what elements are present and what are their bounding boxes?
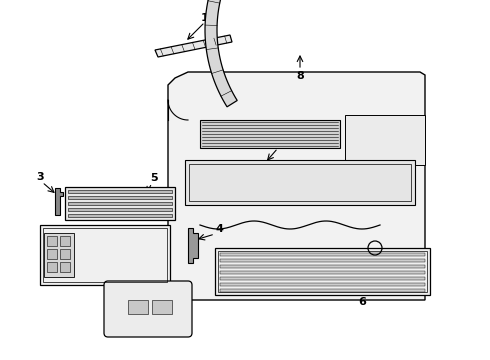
- Bar: [185, 160, 415, 205]
- Bar: [68, 196, 172, 199]
- Bar: [60, 262, 70, 272]
- Text: 2: 2: [276, 138, 284, 148]
- Bar: [43, 228, 167, 282]
- Text: 7: 7: [72, 271, 80, 281]
- Bar: [220, 271, 425, 274]
- Bar: [47, 262, 57, 272]
- FancyBboxPatch shape: [104, 281, 192, 337]
- Bar: [220, 283, 425, 286]
- Bar: [68, 190, 172, 193]
- Polygon shape: [188, 228, 198, 263]
- Bar: [65, 187, 175, 220]
- Bar: [60, 236, 70, 246]
- Bar: [128, 300, 148, 314]
- Bar: [220, 277, 425, 280]
- Bar: [44, 233, 74, 277]
- Bar: [68, 214, 172, 217]
- Text: 3: 3: [36, 172, 44, 182]
- Bar: [215, 248, 430, 295]
- Text: 9: 9: [144, 329, 152, 339]
- Bar: [218, 251, 427, 292]
- Bar: [152, 300, 172, 314]
- Bar: [189, 164, 411, 201]
- Bar: [68, 202, 172, 205]
- Bar: [220, 265, 425, 268]
- Polygon shape: [168, 72, 425, 300]
- Text: 1: 1: [201, 13, 209, 23]
- Bar: [200, 120, 340, 148]
- Text: 4: 4: [215, 224, 223, 234]
- Polygon shape: [205, 0, 294, 107]
- Bar: [220, 253, 425, 256]
- Bar: [68, 208, 172, 211]
- Bar: [220, 289, 425, 292]
- Polygon shape: [155, 35, 232, 57]
- Bar: [220, 259, 425, 262]
- Text: 6: 6: [358, 297, 366, 307]
- Polygon shape: [345, 115, 425, 165]
- Bar: [47, 249, 57, 259]
- Text: 5: 5: [150, 173, 158, 183]
- Polygon shape: [55, 188, 63, 215]
- Bar: [47, 236, 57, 246]
- Bar: [60, 249, 70, 259]
- Text: 8: 8: [296, 71, 304, 81]
- Bar: [40, 225, 170, 285]
